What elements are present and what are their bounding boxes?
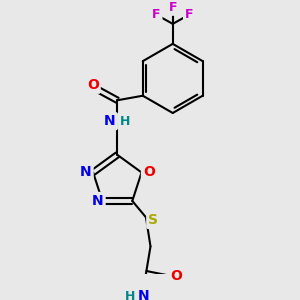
Text: F: F	[152, 8, 160, 21]
Text: S: S	[148, 213, 158, 227]
Text: H: H	[124, 290, 135, 300]
Text: O: O	[87, 78, 99, 92]
Text: F: F	[185, 8, 194, 21]
Text: N: N	[137, 290, 149, 300]
Text: H: H	[119, 115, 130, 128]
Text: N: N	[92, 194, 103, 208]
Text: O: O	[170, 268, 182, 283]
Text: O: O	[143, 165, 155, 179]
Text: N: N	[104, 114, 116, 128]
Text: N: N	[80, 165, 92, 179]
Text: F: F	[169, 1, 177, 14]
